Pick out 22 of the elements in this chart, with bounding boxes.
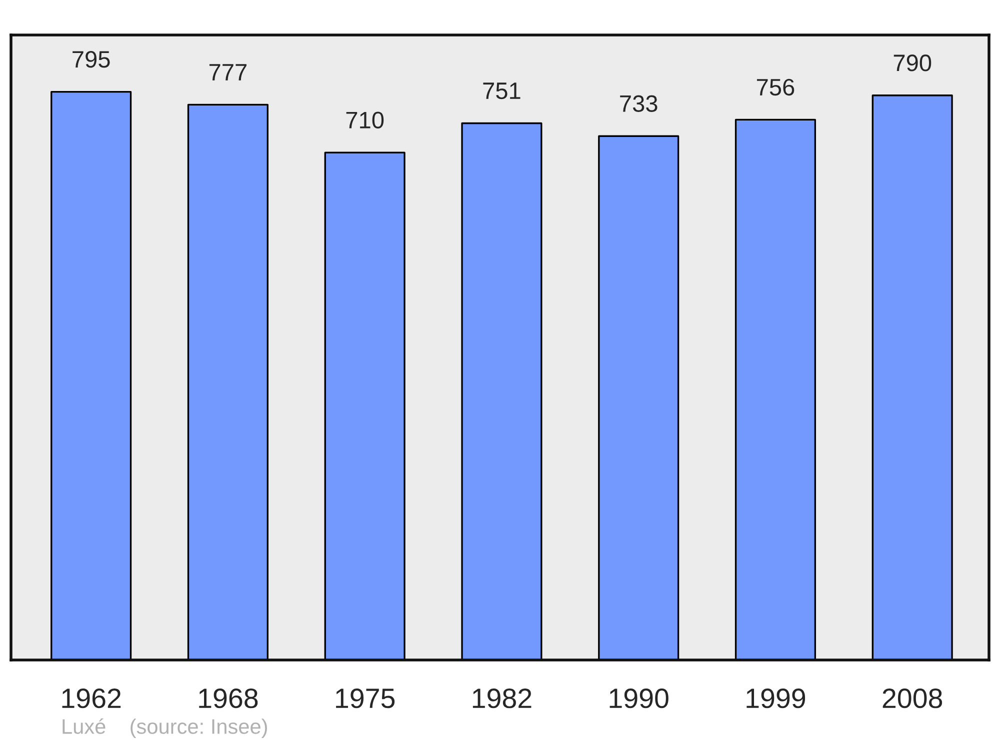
x-tick-label: 1968 xyxy=(199,688,258,708)
data-label: 751 xyxy=(483,82,520,100)
bar xyxy=(187,104,268,660)
data-label: 733 xyxy=(620,95,658,112)
data-label: 777 xyxy=(209,64,246,80)
data-label: 795 xyxy=(72,50,110,68)
x-tick-label: 1990 xyxy=(610,688,668,708)
bar xyxy=(872,94,953,660)
x-tick-label: 1999 xyxy=(746,688,806,708)
x-tick-label: 2008 xyxy=(882,688,942,708)
bar xyxy=(461,122,542,660)
bar xyxy=(50,90,132,660)
data-label: 756 xyxy=(756,78,794,96)
x-tick-label: 1962 xyxy=(62,688,121,708)
bar xyxy=(734,118,816,660)
bar xyxy=(324,152,406,660)
text: Luxé (source: Insee) xyxy=(62,718,267,738)
data-label: 710 xyxy=(346,112,384,128)
data-label: 790 xyxy=(894,54,932,72)
x-tick-label: 1975 xyxy=(336,688,395,708)
x-tick-label: 1982 xyxy=(472,688,532,708)
bar xyxy=(598,135,680,660)
